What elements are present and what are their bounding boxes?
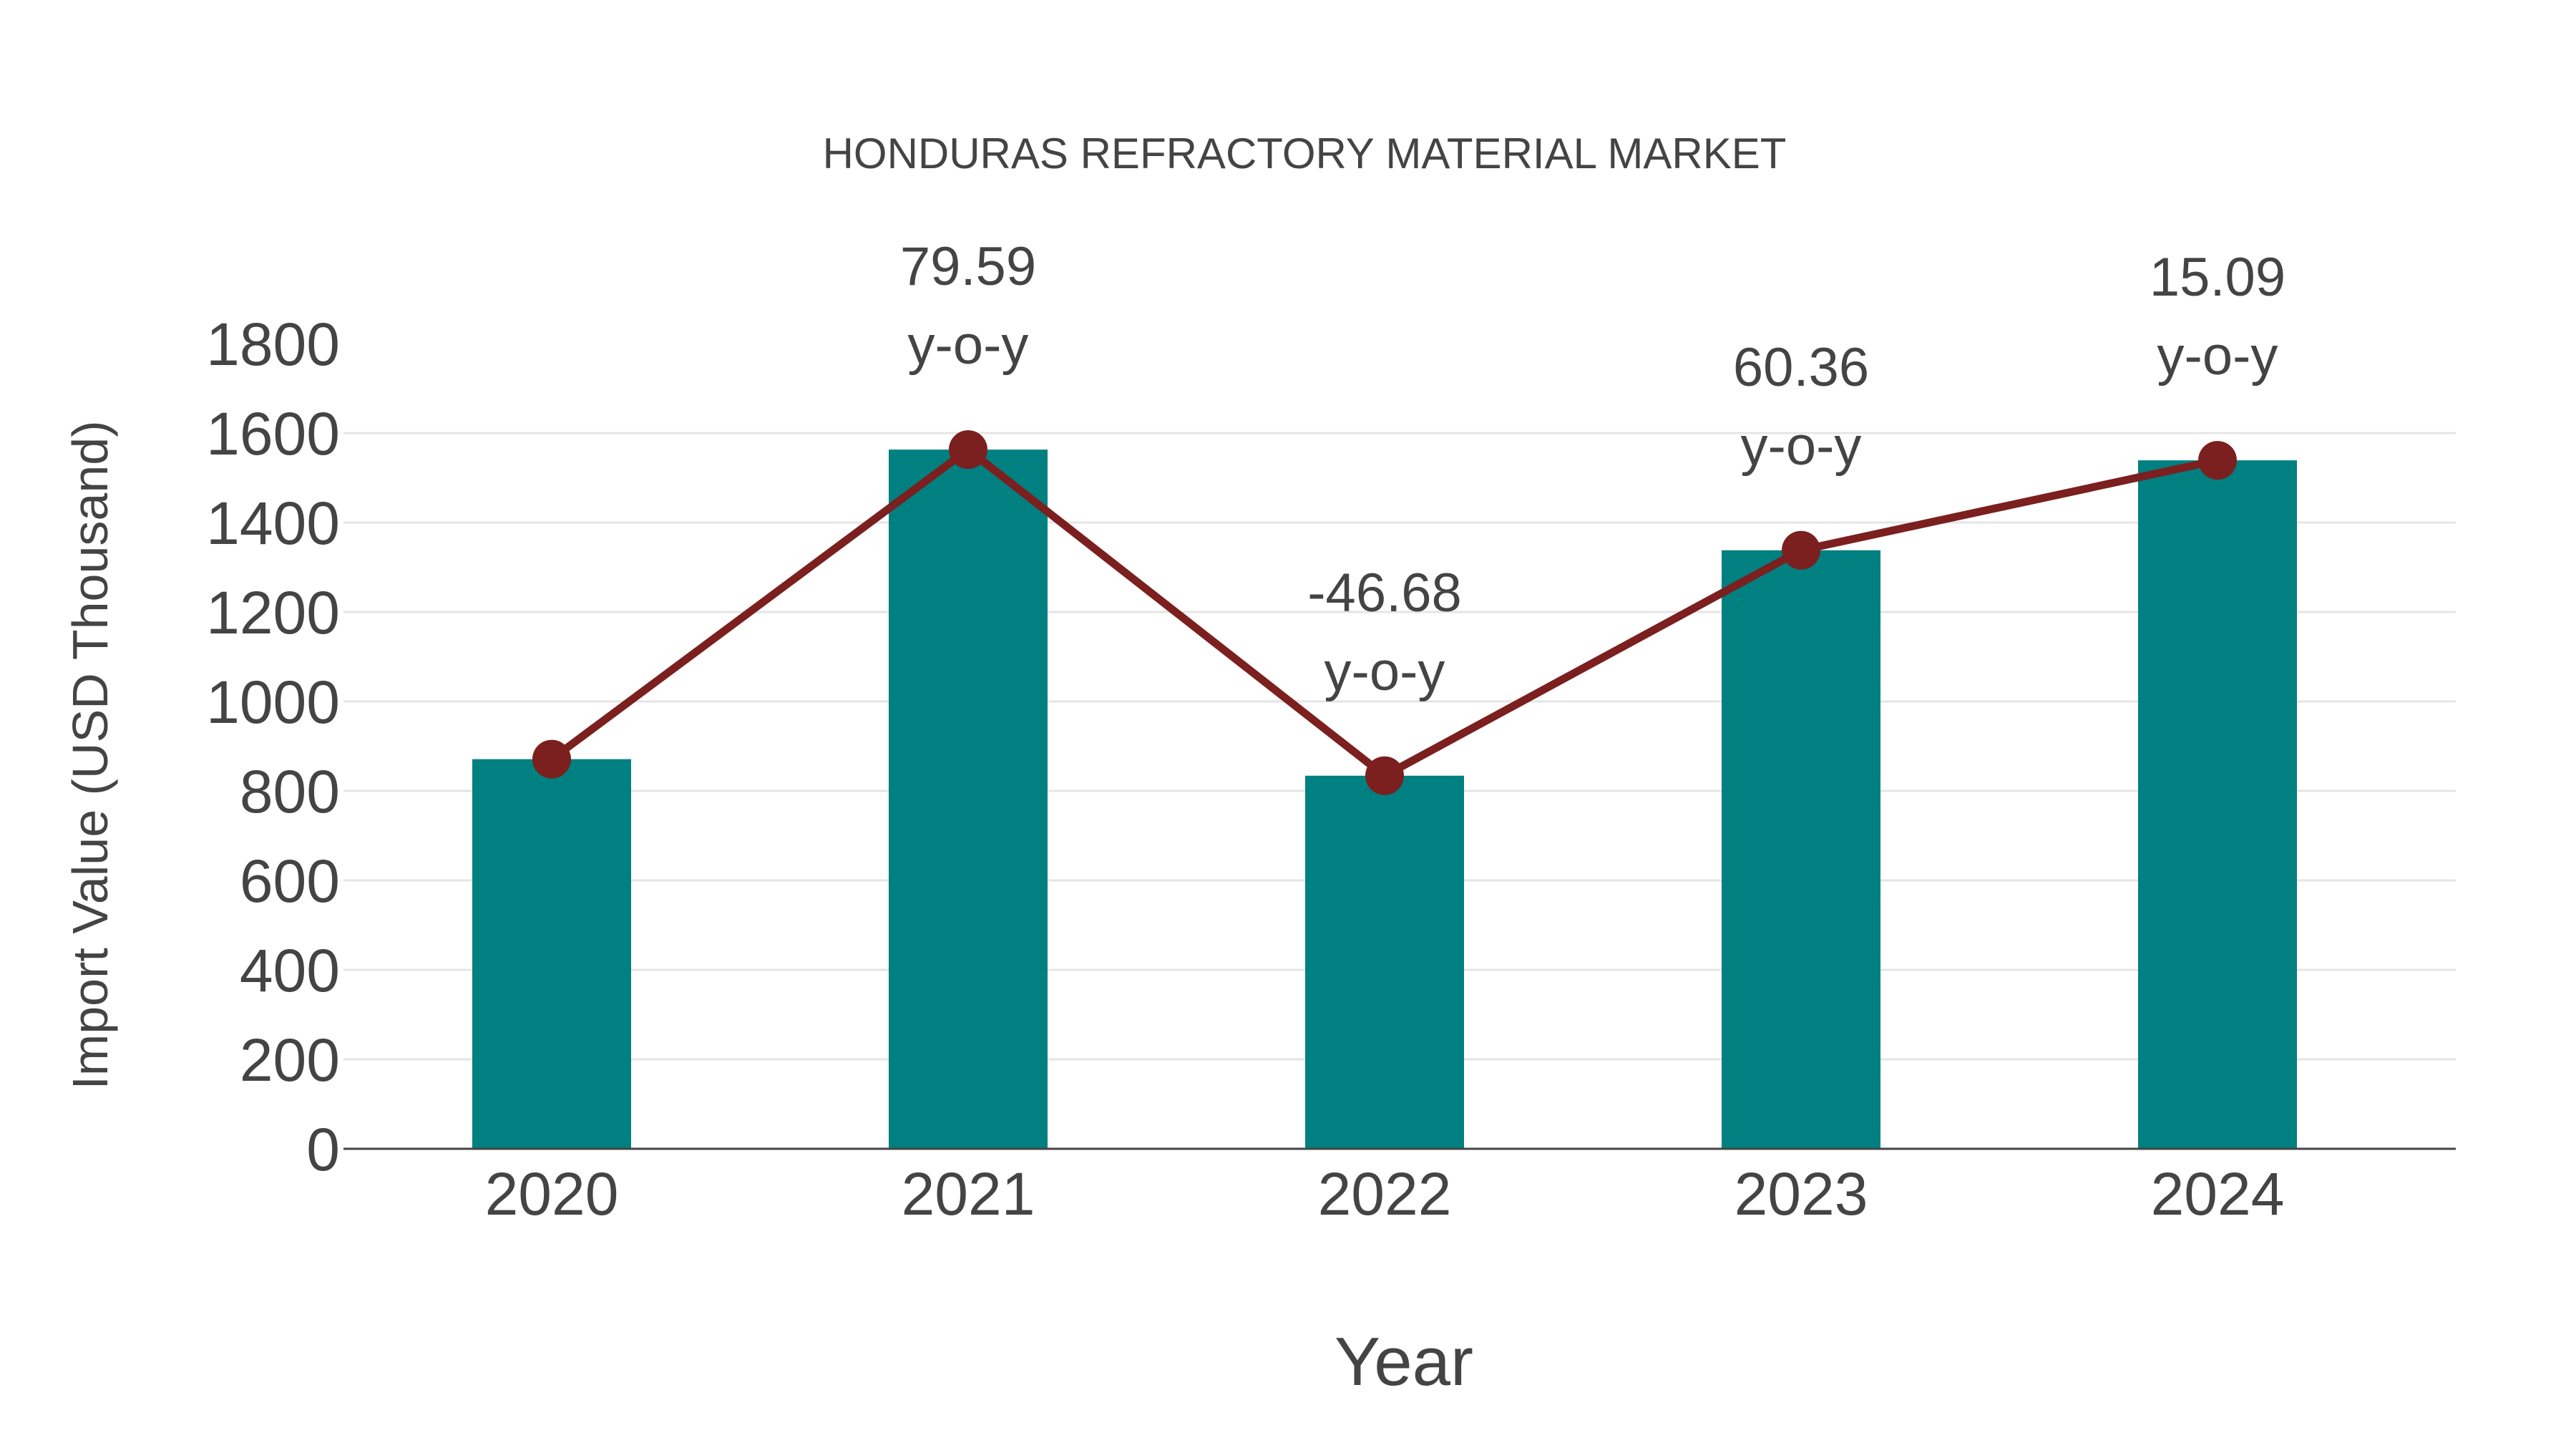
yoy-value: 79.59: [900, 236, 1036, 297]
yoy-suffix: y-o-y: [908, 315, 1029, 376]
x-tick-label: 2021: [902, 1160, 1035, 1228]
chart-title: HONDURAS REFRACTORY MATERIAL MARKET: [823, 130, 1787, 178]
y-tick-label: 1600: [206, 400, 340, 467]
bar-2024: [2138, 460, 2297, 1149]
bar-2022: [1305, 775, 1464, 1149]
y-tick-label: 400: [240, 937, 340, 1004]
yoy-annotation-2023: 60.36 y-o-y: [1733, 337, 1869, 477]
x-axis-ticks: 2020 2021 2022 2023 2024: [485, 1160, 2285, 1228]
line-marker-2022: [1365, 756, 1404, 795]
y-tick-label: 800: [240, 758, 340, 825]
yoy-value: 15.09: [2150, 247, 2285, 308]
yoy-annotation-2022: -46.68 y-o-y: [1307, 563, 1462, 702]
y-axis-title: Import Value (USD Thousand): [62, 420, 118, 1089]
yoy-annotations: 79.59 y-o-y -46.68 y-o-y 60.36 y-o-y 15.09 y-o-…: [900, 236, 2285, 702]
y-tick-label: 200: [240, 1026, 340, 1094]
line-marker-2024: [2198, 441, 2237, 480]
yoy-suffix: y-o-y: [1741, 416, 1862, 477]
yoy-suffix: y-o-y: [1324, 641, 1445, 702]
yoy-annotation-2024: 15.09 y-o-y: [2150, 247, 2285, 387]
x-tick-label: 2024: [2151, 1160, 2285, 1228]
x-tick-label: 2023: [1735, 1160, 1868, 1228]
x-axis-title: Year: [1335, 1323, 1473, 1400]
yoy-annotation-2021: 79.59 y-o-y: [900, 236, 1036, 376]
y-tick-label: 1800: [206, 311, 340, 378]
y-tick-label: 600: [240, 847, 340, 915]
yoy-value: 60.36: [1733, 337, 1869, 398]
x-tick-label: 2020: [485, 1160, 619, 1228]
y-tick-label: 1000: [206, 669, 340, 736]
line-series: [532, 430, 2237, 795]
bar-2021: [889, 449, 1048, 1149]
y-tick-label: 0: [306, 1116, 340, 1183]
bar-2020: [472, 759, 631, 1149]
yoy-suffix: y-o-y: [2157, 326, 2278, 387]
y-tick-label: 1200: [206, 579, 340, 646]
x-tick-label: 2022: [1318, 1160, 1452, 1228]
bar-2023: [1722, 550, 1880, 1149]
line-marker-2023: [1782, 530, 1820, 570]
line-marker-2021: [949, 430, 987, 470]
y-axis-ticks: 0 200 400 600 800 1000 1200 1400 1600 1800: [206, 311, 340, 1183]
y-tick-label: 1400: [206, 490, 340, 557]
bar-series: [472, 449, 2297, 1149]
yoy-value: -46.68: [1307, 563, 1462, 623]
line-marker-2020: [532, 739, 571, 779]
